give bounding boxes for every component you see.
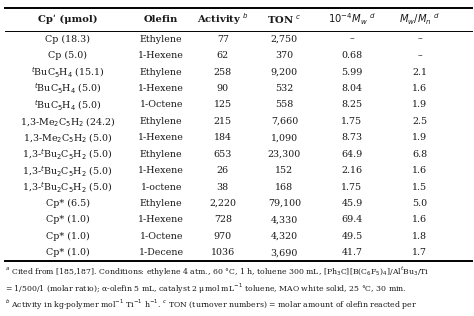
Text: $10^{-4}M_w$ $^d$: $10^{-4}M_w$ $^d$ — [328, 12, 376, 27]
Text: 1.75: 1.75 — [341, 117, 363, 126]
Text: 23,300: 23,300 — [268, 150, 301, 159]
Text: 1-Octene: 1-Octene — [139, 100, 183, 109]
Text: 0.68: 0.68 — [341, 51, 363, 60]
Text: 168: 168 — [275, 183, 293, 191]
Text: 125: 125 — [214, 100, 232, 109]
Text: 970: 970 — [214, 232, 232, 241]
Text: 1,3-Me$_2$C$_5$H$_2$ (5.0): 1,3-Me$_2$C$_5$H$_2$ (5.0) — [23, 131, 112, 144]
Text: –: – — [417, 51, 422, 60]
Text: 69.4: 69.4 — [341, 216, 363, 224]
Text: 77: 77 — [217, 35, 229, 44]
Text: mol-Ti. $^d$ By GPC vs. polystyrene standards.: mol-Ti. $^d$ By GPC vs. polystyrene stan… — [5, 314, 177, 316]
Text: 1,3-${}^{t}$Bu$_2$C$_5$H$_2$ (5.0): 1,3-${}^{t}$Bu$_2$C$_5$H$_2$ (5.0) — [22, 180, 113, 194]
Text: = 1/500/1 (molar ratio); α-olefin 5 mL, catalyst 2 μmol mL$^{-1}$ toluene, MAO w: = 1/500/1 (molar ratio); α-olefin 5 mL, … — [5, 281, 406, 296]
Text: 2,750: 2,750 — [271, 35, 298, 44]
Text: 558: 558 — [275, 100, 293, 109]
Text: ${}^{t}$BuC$_5$H$_4$ (5.0): ${}^{t}$BuC$_5$H$_4$ (5.0) — [34, 82, 101, 95]
Text: 79,100: 79,100 — [268, 199, 301, 208]
Text: 1.6: 1.6 — [412, 216, 427, 224]
Text: Ethylene: Ethylene — [140, 150, 182, 159]
Text: $^a$ Cited from [185,187]. Conditions: ethylene 4 atm., 60 °C, 1 h, toluene 300 : $^a$ Cited from [185,187]. Conditions: e… — [5, 265, 429, 279]
Text: Cp* (6.5): Cp* (6.5) — [46, 199, 90, 208]
Text: 1,090: 1,090 — [271, 133, 298, 142]
Text: 1.5: 1.5 — [412, 183, 427, 191]
Text: ${}^{t}$BuC$_5$H$_4$ (5.0): ${}^{t}$BuC$_5$H$_4$ (5.0) — [34, 98, 101, 112]
Text: 1-Hexene: 1-Hexene — [138, 51, 184, 60]
Text: 1-Hexene: 1-Hexene — [138, 166, 184, 175]
Text: 90: 90 — [217, 84, 229, 93]
Text: 1036: 1036 — [210, 248, 235, 257]
Text: 8.73: 8.73 — [341, 133, 363, 142]
Text: 26: 26 — [217, 166, 229, 175]
Text: 62: 62 — [217, 51, 229, 60]
Text: –: – — [349, 35, 355, 44]
Text: Cp (5.0): Cp (5.0) — [48, 51, 87, 60]
Text: 4,330: 4,330 — [271, 216, 298, 224]
Text: 6.8: 6.8 — [412, 150, 427, 159]
Text: 1,3-${}^{t}$Bu$_2$C$_5$H$_2$ (5.0): 1,3-${}^{t}$Bu$_2$C$_5$H$_2$ (5.0) — [22, 164, 113, 178]
Text: Cp* (1.0): Cp* (1.0) — [46, 248, 90, 257]
Text: 5.0: 5.0 — [412, 199, 427, 208]
Text: 532: 532 — [275, 84, 293, 93]
Text: 215: 215 — [214, 117, 232, 126]
Text: Cp (18.3): Cp (18.3) — [45, 35, 90, 44]
Text: TON $^c$: TON $^c$ — [267, 13, 302, 26]
Text: 3,690: 3,690 — [271, 248, 298, 257]
Text: 653: 653 — [214, 150, 232, 159]
Text: Ethylene: Ethylene — [140, 68, 182, 76]
Text: Cp* (1.0): Cp* (1.0) — [46, 232, 90, 241]
Text: 2.16: 2.16 — [341, 166, 363, 175]
Text: 1,3-${}^{t}$Bu$_2$C$_5$H$_2$ (5.0): 1,3-${}^{t}$Bu$_2$C$_5$H$_2$ (5.0) — [22, 147, 113, 161]
Text: Olefin: Olefin — [144, 15, 178, 24]
Text: 1-octene: 1-octene — [140, 183, 182, 191]
Text: 4,320: 4,320 — [271, 232, 298, 241]
Text: 1.75: 1.75 — [341, 183, 363, 191]
Text: $M_w/M_n$ $^d$: $M_w/M_n$ $^d$ — [399, 12, 440, 27]
Text: ${}^{t}$BuC$_5$H$_4$ (15.1): ${}^{t}$BuC$_5$H$_4$ (15.1) — [31, 65, 104, 79]
Text: 1.8: 1.8 — [412, 232, 427, 241]
Text: 41.7: 41.7 — [341, 248, 363, 257]
Text: 152: 152 — [275, 166, 293, 175]
Text: –: – — [417, 35, 422, 44]
Text: 38: 38 — [217, 183, 229, 191]
Text: 1.7: 1.7 — [412, 248, 427, 257]
Text: 370: 370 — [275, 51, 293, 60]
Text: 1-Hexene: 1-Hexene — [138, 133, 184, 142]
Text: 9,200: 9,200 — [271, 68, 298, 76]
Text: 1-Hexene: 1-Hexene — [138, 84, 184, 93]
Text: Ethylene: Ethylene — [140, 35, 182, 44]
Text: 2.5: 2.5 — [412, 117, 427, 126]
Text: 8.25: 8.25 — [341, 100, 363, 109]
Text: 1.6: 1.6 — [412, 166, 427, 175]
Text: 1-Octene: 1-Octene — [139, 232, 183, 241]
Text: 1.9: 1.9 — [412, 133, 427, 142]
Text: 258: 258 — [214, 68, 232, 76]
Text: Activity $^b$: Activity $^b$ — [197, 12, 249, 27]
Text: 8.04: 8.04 — [341, 84, 363, 93]
Text: 45.9: 45.9 — [341, 199, 363, 208]
Text: 1.9: 1.9 — [412, 100, 427, 109]
Text: 728: 728 — [214, 216, 232, 224]
Text: $^b$ Activity in kg-polymer mol$^{-1}$ Ti$^{-1}$ h$^{-1}$. $^c$ TON (turnover nu: $^b$ Activity in kg-polymer mol$^{-1}$ T… — [5, 298, 417, 312]
Text: 1-Decene: 1-Decene — [138, 248, 184, 257]
Text: 49.5: 49.5 — [341, 232, 363, 241]
Text: 1,3-Me$_2$C$_5$H$_2$ (24.2): 1,3-Me$_2$C$_5$H$_2$ (24.2) — [20, 115, 115, 128]
Text: 2.1: 2.1 — [412, 68, 427, 76]
Text: 184: 184 — [214, 133, 232, 142]
Text: 64.9: 64.9 — [341, 150, 363, 159]
Text: Cp* (1.0): Cp* (1.0) — [46, 216, 90, 224]
Text: 1.6: 1.6 — [412, 84, 427, 93]
Text: Ethylene: Ethylene — [140, 117, 182, 126]
Text: 5.99: 5.99 — [341, 68, 363, 76]
Text: 7,660: 7,660 — [271, 117, 298, 126]
Text: 1-Hexene: 1-Hexene — [138, 216, 184, 224]
Text: 2,220: 2,220 — [210, 199, 236, 208]
Text: Ethylene: Ethylene — [140, 199, 182, 208]
Text: Cpʹ (μmol): Cpʹ (μmol) — [38, 15, 97, 24]
